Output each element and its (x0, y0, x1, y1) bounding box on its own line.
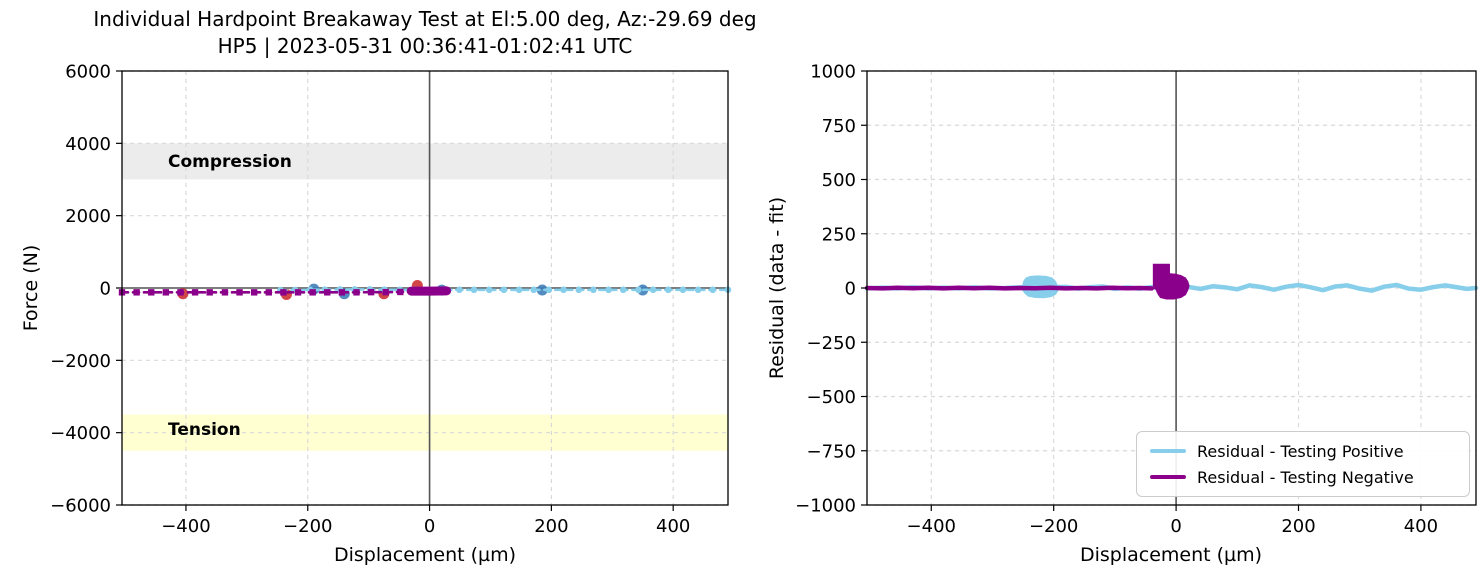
svg-text:−400: −400 (907, 516, 956, 537)
force-x-axis-label: Displacement (µm) (333, 544, 517, 566)
svg-text:−4000: −4000 (50, 423, 111, 444)
svg-text:400: 400 (656, 516, 690, 537)
residual-y-axis-label: Residual (data - fit) (766, 196, 788, 380)
svg-text:400: 400 (1404, 516, 1438, 537)
svg-text:750: 750 (822, 116, 856, 137)
residual-plot-canvas: −400 −200 0 200 400 −1000 −750 −500 −250 0 250 500 7… (795, 62, 1479, 537)
legend-label-negative: Residual - Testing Negative (1197, 467, 1414, 487)
svg-text:1000: 1000 (810, 62, 856, 83)
svg-text:−1000: −1000 (795, 496, 856, 517)
svg-text:4000: 4000 (65, 134, 111, 155)
force-y-axis-label: Force (N) (20, 244, 42, 332)
chart-title: Individual Hardpoint Breakaway Test at E… (93, 6, 756, 60)
svg-text:−250: −250 (807, 333, 856, 354)
legend-swatch-negative-icon (1150, 474, 1186, 480)
svg-text:6000: 6000 (65, 62, 111, 83)
legend-label-positive: Residual - Testing Positive (1197, 441, 1404, 461)
svg-text:0: 0 (1170, 516, 1181, 537)
svg-text:0: 0 (100, 279, 111, 300)
chart-title-line1: Individual Hardpoint Breakaway Test at E… (93, 7, 757, 31)
chart-title-line2: HP5 | 2023-05-31 00:36:41-01:02:41 UTC (217, 34, 633, 58)
svg-text:−500: −500 (807, 387, 856, 408)
residual-plot: −400 −200 0 200 400 −1000 −750 −500 −250 0 250 500 7… (795, 62, 1479, 537)
svg-text:−750: −750 (807, 441, 856, 462)
svg-text:−200: −200 (1029, 516, 1078, 537)
svg-text:0: 0 (424, 516, 435, 537)
svg-text:200: 200 (1281, 516, 1315, 537)
svg-text:500: 500 (822, 170, 856, 191)
svg-text:200: 200 (534, 516, 568, 537)
force-plot: −400 −200 0 200 400 −6000 −4000 −2000 0 2000 4000 6… (50, 62, 732, 537)
legend: Residual - Testing Positive Residual - T… (1136, 431, 1470, 497)
legend-swatch-positive-icon (1150, 448, 1186, 454)
svg-text:−200: −200 (283, 516, 332, 537)
svg-text:−2000: −2000 (50, 351, 111, 372)
tension-band-label: Tension (168, 420, 241, 440)
legend-item-testing-negative: Residual - Testing Negative (1137, 468, 1469, 487)
svg-text:−400: −400 (161, 516, 210, 537)
compression-band-label: Compression (168, 152, 292, 172)
svg-text:−6000: −6000 (50, 496, 111, 517)
svg-text:250: 250 (822, 224, 856, 245)
svg-text:2000: 2000 (65, 206, 111, 227)
residual-x-axis-label: Displacement (µm) (1079, 544, 1263, 566)
legend-item-testing-positive: Residual - Testing Positive (1137, 442, 1469, 461)
svg-text:0: 0 (845, 279, 856, 300)
force-plot-canvas: −400 −200 0 200 400−6000−4000−20000200040006… (50, 62, 732, 537)
